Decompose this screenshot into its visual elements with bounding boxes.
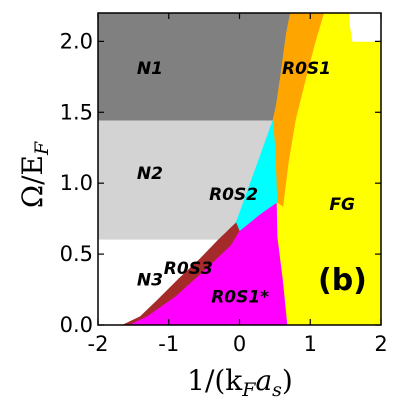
region-blank-8 (348, 13, 381, 42)
region-label-n1: N1 (137, 59, 163, 79)
x-tick-label: -2 (88, 332, 109, 356)
x-tick-label: 0 (233, 332, 246, 356)
region-label-r0s3: R0S3 (164, 259, 213, 279)
region-label-n3: N3 (137, 270, 163, 290)
y-tick-label: 2.0 (60, 29, 93, 53)
region-n1 (98, 13, 291, 122)
phase-regions (98, 13, 381, 325)
y-tick-label: 1.0 (60, 171, 93, 195)
y-tick-label: 0.5 (60, 242, 93, 266)
region-label-r0s2: R0S2 (209, 185, 258, 205)
panel-label: (b) (318, 263, 367, 298)
x-tick-label: -1 (158, 332, 179, 356)
x-tick-label: 2 (374, 332, 387, 356)
x-axis-ticks: -2 -1 0 1 2 (88, 13, 388, 356)
y-axis-title: Ω/EF (16, 141, 53, 208)
x-axis-title: 1/(kFas) (187, 364, 293, 401)
region-label-n2: N2 (137, 164, 163, 184)
region-labels: N1 N2 N3 R0S1 R0S2 R0S3 R0S1* FG (137, 59, 355, 307)
y-tick-label: 1.5 (60, 100, 93, 124)
region-label-r0s1-star: R0S1* (211, 287, 269, 307)
region-label-r0s1: R0S1 (282, 59, 331, 79)
region-label-fg: FG (329, 195, 355, 215)
x-tick-label: 1 (304, 332, 317, 356)
y-tick-label: 0.0 (60, 313, 93, 337)
y-axis-ticks: 0.0 0.5 1.0 1.5 2.0 (60, 29, 381, 337)
